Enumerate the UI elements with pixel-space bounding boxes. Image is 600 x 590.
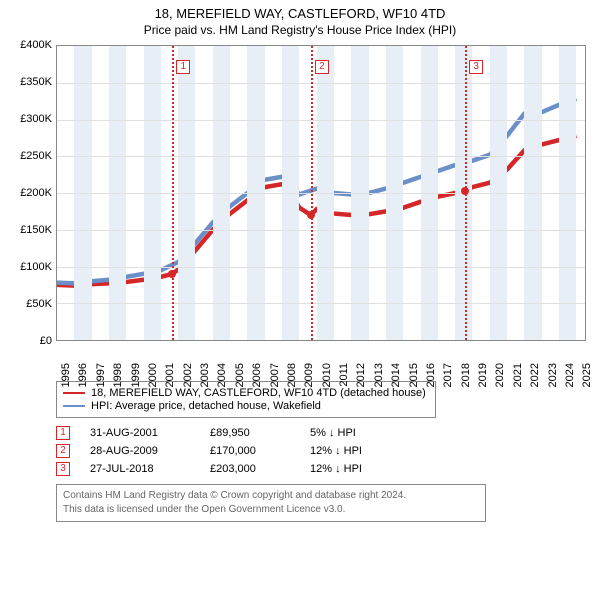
x-tick-label: 2024 [564, 363, 576, 387]
sale-vrule [172, 46, 174, 340]
x-tick-label: 2006 [251, 363, 263, 387]
title-block: 18, MEREFIELD WAY, CASTLEFORD, WF10 4TD … [0, 0, 600, 37]
y-tick-label: £0 [40, 335, 52, 347]
y-tick-label: £250K [20, 150, 52, 162]
x-tick-label: 2003 [199, 363, 211, 387]
x-tick-label: 2012 [355, 363, 367, 387]
x-tick-label: 2025 [581, 363, 593, 387]
sale-marker-label: 1 [176, 60, 190, 74]
x-tick-label: 2000 [147, 363, 159, 387]
x-tick-label: 2018 [460, 363, 472, 387]
x-tick-label: 1998 [112, 363, 124, 387]
y-tick-label: £200K [20, 187, 52, 199]
sales-row: 1 31-AUG-2001 £89,950 5% ↓ HPI [56, 426, 590, 440]
x-axis-labels: 1995199619971998199920002001200220032004… [56, 343, 586, 375]
sales-marker: 3 [56, 462, 70, 476]
sales-marker: 1 [56, 426, 70, 440]
sales-price: £203,000 [210, 463, 290, 475]
sales-date: 27-JUL-2018 [90, 463, 190, 475]
legend-label: 18, MEREFIELD WAY, CASTLEFORD, WF10 4TD … [91, 387, 426, 399]
sale-dot [307, 211, 315, 219]
gridline [57, 303, 585, 304]
sales-delta: 12% ↓ HPI [310, 463, 362, 475]
sales-row: 3 27-JUL-2018 £203,000 12% ↓ HPI [56, 462, 590, 476]
y-tick-label: £50K [26, 298, 52, 310]
y-tick-label: £350K [20, 76, 52, 88]
x-tick-label: 2023 [547, 363, 559, 387]
gridline [57, 156, 585, 157]
sales-date: 28-AUG-2009 [90, 445, 190, 457]
attribution-box: Contains HM Land Registry data © Crown c… [56, 484, 486, 522]
gridline [57, 120, 585, 121]
x-tick-label: 2016 [425, 363, 437, 387]
gridline [57, 230, 585, 231]
y-tick-label: £150K [20, 224, 52, 236]
attribution-line2: This data is licensed under the Open Gov… [63, 503, 479, 517]
attribution-line1: Contains HM Land Registry data © Crown c… [63, 489, 479, 503]
sales-delta: 5% ↓ HPI [310, 427, 356, 439]
x-tick-label: 2001 [164, 363, 176, 387]
plot-area: 1 2 3 [56, 45, 586, 341]
x-tick-label: 2020 [494, 363, 506, 387]
sale-vrule [311, 46, 313, 340]
sales-row: 2 28-AUG-2009 £170,000 12% ↓ HPI [56, 444, 590, 458]
sale-dot [461, 187, 469, 195]
x-tick-label: 2017 [442, 363, 454, 387]
chart-subtitle: Price paid vs. HM Land Registry's House … [0, 23, 600, 37]
chart-title: 18, MEREFIELD WAY, CASTLEFORD, WF10 4TD [0, 6, 600, 21]
x-tick-label: 2008 [286, 363, 298, 387]
sales-table: 1 31-AUG-2001 £89,950 5% ↓ HPI 2 28-AUG-2009 £… [56, 426, 590, 476]
legend-swatch [63, 392, 85, 394]
x-tick-label: 2004 [216, 363, 228, 387]
gridline [57, 83, 585, 84]
chart-area: £0£50K£100K£150K£200K£250K£300K£350K£400… [10, 45, 590, 375]
x-tick-label: 2011 [338, 363, 350, 387]
x-tick-label: 1997 [95, 363, 107, 387]
sales-date: 31-AUG-2001 [90, 427, 190, 439]
x-tick-label: 2002 [182, 363, 194, 387]
sales-price: £170,000 [210, 445, 290, 457]
x-tick-label: 1999 [130, 363, 142, 387]
sales-delta: 12% ↓ HPI [310, 445, 362, 457]
x-tick-label: 1996 [77, 363, 89, 387]
x-tick-label: 2014 [390, 363, 402, 387]
x-tick-label: 2021 [512, 363, 524, 387]
x-tick-label: 2010 [321, 363, 333, 387]
x-tick-label: 2013 [373, 363, 385, 387]
x-tick-label: 2005 [234, 363, 246, 387]
x-tick-label: 2009 [303, 363, 315, 387]
y-axis-labels: £0£50K£100K£150K£200K£250K£300K£350K£400… [10, 45, 54, 341]
sale-marker-label: 2 [315, 60, 329, 74]
y-tick-label: £400K [20, 39, 52, 51]
x-tick-label: 1995 [60, 363, 72, 387]
sales-price: £89,950 [210, 427, 290, 439]
sale-dot [168, 270, 176, 278]
legend-row: HPI: Average price, detached house, Wake… [63, 400, 429, 412]
chart-container: 18, MEREFIELD WAY, CASTLEFORD, WF10 4TD … [0, 0, 600, 590]
y-tick-label: £300K [20, 113, 52, 125]
gridline [57, 193, 585, 194]
x-tick-label: 2007 [269, 363, 281, 387]
sale-marker-label: 3 [469, 60, 483, 74]
x-tick-label: 2022 [529, 363, 541, 387]
x-tick-label: 2015 [408, 363, 420, 387]
sales-marker: 2 [56, 444, 70, 458]
y-tick-label: £100K [20, 261, 52, 273]
legend-row: 18, MEREFIELD WAY, CASTLEFORD, WF10 4TD … [63, 387, 429, 399]
legend-swatch [63, 405, 85, 407]
x-tick-label: 2019 [477, 363, 489, 387]
legend-label: HPI: Average price, detached house, Wake… [91, 400, 321, 412]
gridline [57, 267, 585, 268]
